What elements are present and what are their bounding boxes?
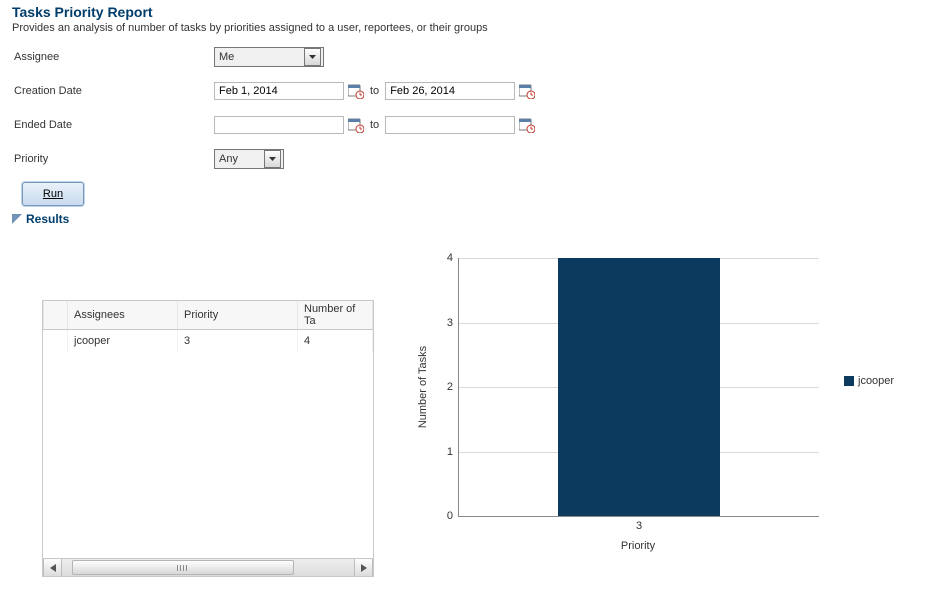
table-row[interactable]: jcooper34	[44, 330, 373, 353]
assignee-label: Assignee	[12, 51, 214, 63]
calendar-icon[interactable]	[519, 83, 535, 99]
chart-y-tick: 0	[447, 510, 459, 522]
scrollbar-thumb[interactable]	[72, 560, 294, 575]
ended-date-from-input[interactable]	[214, 116, 344, 134]
page-title: Tasks Priority Report	[12, 4, 931, 20]
chart-y-tick: 3	[447, 317, 459, 329]
results-table: AssigneesPriorityNumber of Ta jcooper34	[43, 301, 373, 352]
row-creation-date: Creation Date to	[12, 80, 931, 102]
calendar-icon[interactable]	[348, 117, 364, 133]
run-button[interactable]: Run	[22, 182, 84, 206]
table-column-header[interactable]: Number of Ta	[298, 301, 373, 330]
row-assignee: Assignee Me	[12, 46, 931, 68]
scrollbar-track[interactable]	[62, 559, 354, 576]
legend-label: jcooper	[858, 375, 894, 387]
row-ended-date: Ended Date to	[12, 114, 931, 136]
scroll-right-button[interactable]	[354, 559, 373, 576]
priority-select[interactable]: Any	[214, 149, 284, 169]
chart-plot-area: 012343	[458, 258, 819, 517]
horizontal-scrollbar[interactable]	[43, 558, 373, 576]
scroll-left-button[interactable]	[43, 559, 62, 576]
table-cell: 3	[178, 330, 298, 353]
calendar-icon[interactable]	[348, 83, 364, 99]
row-selector-cell[interactable]	[44, 330, 68, 353]
dropdown-arrow-icon	[264, 150, 281, 168]
legend-swatch	[844, 376, 854, 386]
results-section-label: Results	[26, 212, 69, 226]
table-cell: jcooper	[68, 330, 178, 353]
ended-date-separator: to	[370, 119, 379, 131]
page-subtitle: Provides an analysis of number of tasks …	[12, 22, 931, 34]
chart-y-axis-title: Number of Tasks	[416, 258, 430, 516]
results-chart: Number of Tasks 012343 Priority jcooper	[414, 240, 914, 570]
chart-x-tick: 3	[636, 516, 642, 532]
results-table-container: AssigneesPriorityNumber of Ta jcooper34	[42, 300, 374, 577]
chart-y-tick: 2	[447, 381, 459, 393]
chart-x-axis-title: Priority	[458, 540, 818, 552]
results-section-header[interactable]: Results	[12, 212, 931, 226]
chart-y-tick: 1	[447, 446, 459, 458]
priority-label: Priority	[12, 153, 214, 165]
creation-date-label: Creation Date	[12, 85, 214, 97]
assignee-select-value: Me	[219, 51, 234, 63]
table-column-header[interactable]: Priority	[178, 301, 298, 330]
disclosure-triangle-icon	[12, 214, 22, 224]
ended-date-to-input[interactable]	[385, 116, 515, 134]
creation-date-separator: to	[370, 85, 379, 97]
chart-legend: jcooper	[844, 375, 894, 387]
table-corner-cell	[44, 301, 68, 330]
chart-y-tick: 4	[447, 252, 459, 264]
assignee-select[interactable]: Me	[214, 47, 324, 67]
table-empty-space	[43, 352, 373, 558]
dropdown-arrow-icon	[304, 48, 321, 66]
page-root: Tasks Priority Report Provides an analys…	[0, 0, 943, 589]
priority-select-value: Any	[219, 153, 238, 165]
row-priority: Priority Any	[12, 148, 931, 170]
calendar-icon[interactable]	[519, 117, 535, 133]
chart-bar[interactable]	[558, 258, 720, 516]
ended-date-label: Ended Date	[12, 119, 214, 131]
creation-date-to-input[interactable]	[385, 82, 515, 100]
table-cell: 4	[298, 330, 373, 353]
table-column-header[interactable]: Assignees	[68, 301, 178, 330]
creation-date-from-input[interactable]	[214, 82, 344, 100]
results-body: AssigneesPriorityNumber of Ta jcooper34 …	[12, 240, 931, 577]
